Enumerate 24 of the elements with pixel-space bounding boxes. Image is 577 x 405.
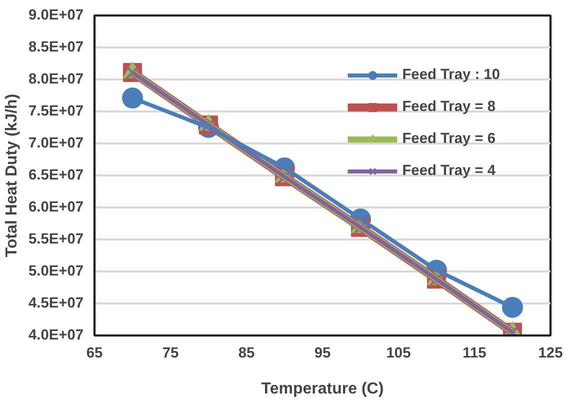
y-tick-label: 7.5E+07 [28,104,84,120]
y-tick-label: 5.0E+07 [28,264,84,280]
y-tick-label: 8.0E+07 [28,72,84,88]
y-axis-title: Total Heat Duty (kJ/h) [3,94,20,258]
x-tick-label: 85 [238,346,255,362]
y-tick-label: 8.5E+07 [28,40,84,56]
y-tick-label: 6.5E+07 [28,168,84,184]
legend-label: Feed Tray : 10 [402,67,500,83]
x-tick-label: 115 [462,346,486,362]
legend-label: Feed Tray = 6 [402,131,496,147]
y-tick-label: 4.5E+07 [28,296,84,312]
y-tick-label: 5.5E+07 [28,232,84,248]
y-tick-label: 4.0E+07 [28,328,84,344]
x-tick-label: 125 [538,346,563,362]
y-tick-label: 6.0E+07 [28,200,84,216]
x-tick-label: 105 [386,346,411,362]
y-tick-label: 9.0E+07 [28,8,84,24]
legend-label: Feed Tray = 8 [402,99,496,115]
x-tick-label: 65 [86,346,103,362]
x-tick-label: 95 [314,346,331,362]
y-tick-label: 7.0E+07 [28,136,84,152]
x-tick-label: 75 [162,346,179,362]
legend-label: Feed Tray = 4 [402,163,496,179]
x-axis-title: Temperature (C) [261,380,384,398]
